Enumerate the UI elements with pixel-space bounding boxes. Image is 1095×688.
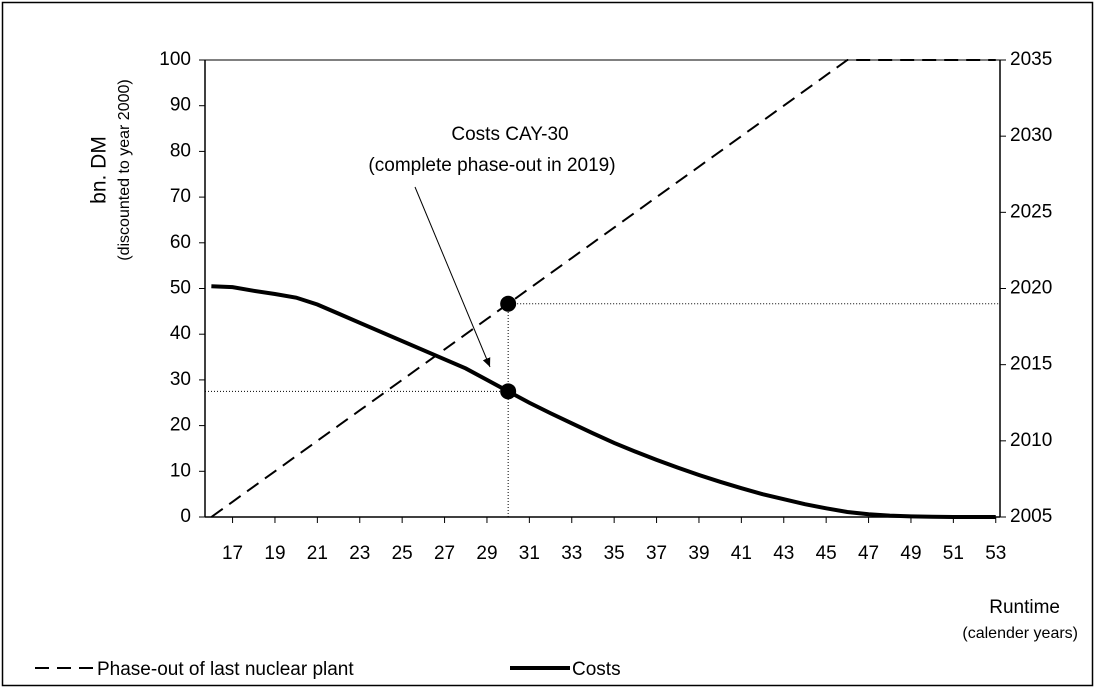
y2-tick-label: 2030 <box>1010 125 1052 146</box>
y-axis-note: (discounted to year 2000) <box>116 79 133 260</box>
x-tick-label: 53 <box>985 543 1006 564</box>
x-tick-label: 41 <box>731 543 752 564</box>
annotation: (complete phase-out in 2019) <box>368 155 615 176</box>
y2-tick-label: 2025 <box>1010 201 1052 222</box>
y-tick-label: 100 <box>159 49 191 70</box>
annotation-arrow <box>414 186 491 368</box>
x-tick-label: 37 <box>646 543 667 564</box>
x-tick-label: 29 <box>476 543 497 564</box>
legend-label: Costs <box>572 659 621 680</box>
x-tick-label: 49 <box>900 543 921 564</box>
y-tick-label: 20 <box>170 415 191 436</box>
y2-tick-label: 2010 <box>1010 430 1052 451</box>
y-tick-label: 70 <box>170 186 191 207</box>
y2-tick-label: 2020 <box>1010 278 1052 299</box>
x-tick-label: 19 <box>264 543 285 564</box>
annotation: Costs CAY-30 <box>451 124 568 145</box>
series-line <box>211 284 996 519</box>
x-tick-label: 51 <box>943 543 964 564</box>
x-tick-label: 17 <box>222 543 243 564</box>
y2-tick-label: 2015 <box>1010 354 1052 375</box>
y-tick-label: 50 <box>170 278 191 299</box>
y-tick-label: 40 <box>170 323 191 344</box>
y-tick-label: 10 <box>170 460 191 481</box>
x-tick-label: 25 <box>392 543 413 564</box>
legend-label: Phase-out of last nuclear plant <box>97 659 354 680</box>
x-tick-label: 45 <box>816 543 837 564</box>
y2-tick-label: 2005 <box>1010 506 1052 527</box>
x-axis-note: (calender years) <box>962 625 1078 642</box>
x-tick-label: 35 <box>604 543 625 564</box>
y-axis-label: bn. DM <box>88 136 111 204</box>
series-line <box>210 59 996 518</box>
y2-tick-label: 2035 <box>1010 49 1052 70</box>
x-tick-label: 47 <box>858 543 879 564</box>
x-tick-label: 27 <box>434 543 455 564</box>
x-tick-label: 39 <box>688 543 709 564</box>
y-tick-label: 60 <box>170 232 191 253</box>
x-axis-label: Runtime <box>989 597 1060 618</box>
y-tick-label: 30 <box>170 369 191 390</box>
x-tick-label: 31 <box>519 543 540 564</box>
y-tick-label: 80 <box>170 140 191 161</box>
x-tick-label: 21 <box>307 543 328 564</box>
y-tick-label: 90 <box>170 95 191 116</box>
x-tick-label: 33 <box>561 543 582 564</box>
x-tick-label: 23 <box>349 543 370 564</box>
highlight-point <box>500 383 517 400</box>
highlight-point <box>500 295 517 312</box>
y-tick-label: 0 <box>180 506 191 527</box>
x-tick-label: 43 <box>773 543 794 564</box>
